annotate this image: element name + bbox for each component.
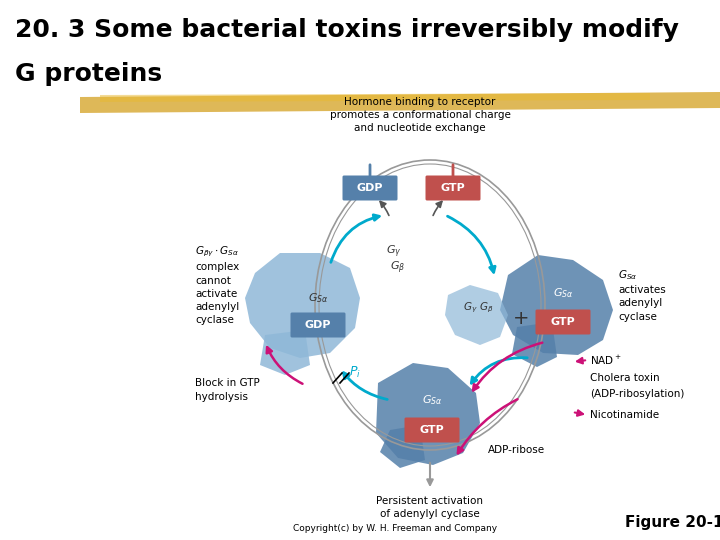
FancyBboxPatch shape — [290, 313, 346, 338]
Text: Cholera toxin: Cholera toxin — [590, 373, 660, 383]
Polygon shape — [512, 322, 557, 367]
Text: Persistent activation
of adenylyl cyclase: Persistent activation of adenylyl cyclas… — [377, 496, 484, 519]
Text: $G_\beta$: $G_\beta$ — [390, 260, 405, 276]
Text: $G_{S\alpha}$: $G_{S\alpha}$ — [553, 286, 573, 300]
Text: GTP: GTP — [420, 425, 444, 435]
Text: Nicotinamide: Nicotinamide — [590, 410, 659, 420]
Text: ADP-ribose: ADP-ribose — [488, 445, 545, 455]
Polygon shape — [100, 93, 650, 102]
Text: $G_{S\alpha}$: $G_{S\alpha}$ — [422, 393, 442, 407]
Polygon shape — [245, 253, 360, 358]
Polygon shape — [376, 363, 480, 465]
Text: $G_{S\alpha}$: $G_{S\alpha}$ — [307, 291, 328, 305]
Polygon shape — [260, 330, 310, 375]
Polygon shape — [500, 255, 613, 355]
Text: $G_\gamma\ G_\beta$: $G_\gamma\ G_\beta$ — [463, 301, 493, 315]
Text: GTP: GTP — [551, 317, 575, 327]
Text: P$_i$: P$_i$ — [349, 364, 361, 380]
Text: $G_\gamma$: $G_\gamma$ — [386, 244, 402, 260]
Text: GTP: GTP — [441, 183, 465, 193]
Text: GDP: GDP — [305, 320, 331, 330]
FancyBboxPatch shape — [405, 417, 459, 442]
Text: $G_{S\alpha}$
activates
adenylyl
cyclase: $G_{S\alpha}$ activates adenylyl cyclase — [618, 268, 666, 322]
Text: $G_{\beta\gamma} \cdot G_{S\alpha}$
complex
cannot
activate
adenylyl
cyclase: $G_{\beta\gamma} \cdot G_{S\alpha}$ comp… — [195, 245, 239, 325]
Text: +: + — [513, 308, 529, 327]
Text: GDP: GDP — [356, 183, 383, 193]
Polygon shape — [380, 425, 425, 468]
Polygon shape — [445, 285, 508, 345]
Text: G proteins: G proteins — [15, 62, 162, 86]
Text: Figure 20-17: Figure 20-17 — [626, 515, 720, 530]
Text: Block in GTP
hydrolysis: Block in GTP hydrolysis — [195, 379, 260, 402]
Text: Hormone binding to receptor
promotes a conformational charge
and nucleotide exch: Hormone binding to receptor promotes a c… — [330, 97, 510, 133]
Text: Copyright(c) by W. H. Freeman and Company: Copyright(c) by W. H. Freeman and Compan… — [293, 524, 497, 533]
FancyBboxPatch shape — [426, 176, 480, 200]
Text: 20. 3 Some bacterial toxins irreversibly modify: 20. 3 Some bacterial toxins irreversibly… — [15, 18, 679, 42]
FancyBboxPatch shape — [536, 309, 590, 334]
Text: NAD$^+$: NAD$^+$ — [590, 354, 621, 367]
Polygon shape — [80, 92, 720, 113]
FancyBboxPatch shape — [343, 176, 397, 200]
Text: (ADP-ribosylation): (ADP-ribosylation) — [590, 389, 685, 399]
